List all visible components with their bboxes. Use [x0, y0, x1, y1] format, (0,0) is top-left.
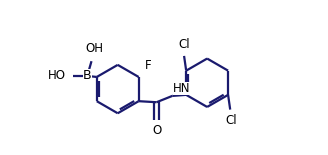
Text: B: B — [83, 69, 92, 82]
Text: F: F — [145, 59, 152, 72]
Text: O: O — [152, 124, 161, 137]
Text: Cl: Cl — [225, 114, 237, 127]
Text: HO: HO — [48, 69, 66, 82]
Text: Cl: Cl — [178, 38, 190, 51]
Text: OH: OH — [86, 42, 104, 55]
Text: HN: HN — [173, 82, 190, 95]
